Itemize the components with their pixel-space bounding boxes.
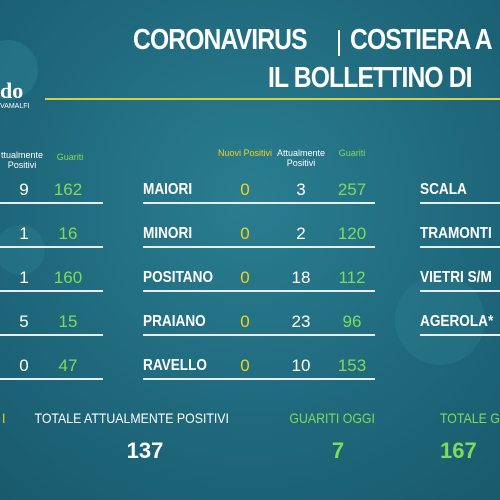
- cell: 0: [240, 356, 250, 375]
- row-line: [420, 202, 500, 204]
- cell: 120: [337, 224, 367, 243]
- total-value: 137: [126, 438, 164, 463]
- row-line: [143, 290, 375, 292]
- row-line: [0, 290, 103, 292]
- town-name: RAVELLO: [143, 357, 207, 374]
- total-label: GUARITI OGGI: [289, 410, 375, 426]
- column-header: Attualmente Positivi: [276, 148, 326, 168]
- cell: 112: [338, 268, 366, 287]
- cell: 162: [53, 180, 83, 199]
- total-label: TOTALE ATTUALMENTE POSITIVI: [34, 410, 229, 426]
- column-header: Nuovi Positivi: [217, 148, 273, 158]
- cell: 96: [342, 312, 362, 331]
- cell: 1: [19, 268, 29, 287]
- title-left: CORONAVIRUS: [133, 24, 308, 56]
- cell: 47: [58, 356, 78, 375]
- town-name: SCALA: [420, 181, 467, 198]
- row-line: [420, 290, 500, 292]
- title-divider: [338, 30, 340, 56]
- total-value: 167: [440, 438, 477, 463]
- row-line: [0, 378, 103, 380]
- cell: 3: [296, 180, 306, 199]
- cell: 2: [296, 224, 306, 243]
- logo-tagline: VAMALFI: [0, 103, 30, 110]
- column-header: ttualmente Positivi: [0, 150, 44, 170]
- town-name: MINORI: [143, 225, 193, 242]
- cell: 15: [58, 312, 78, 331]
- town-name: AGEROLA*: [420, 313, 494, 330]
- town-name: MAIORI: [143, 181, 193, 198]
- cell: 18: [291, 268, 311, 287]
- row-line: [420, 246, 500, 248]
- row-line: [420, 334, 500, 336]
- total-value: 7: [331, 438, 345, 463]
- town-name: TRAMONTI: [420, 225, 492, 242]
- column-header: Guariti: [56, 152, 84, 162]
- cell: 10: [291, 356, 311, 375]
- logo-name: do: [0, 78, 24, 103]
- row-line: [143, 378, 375, 380]
- cell: 0: [240, 180, 250, 199]
- cell: 0: [19, 356, 29, 375]
- row-line: [143, 246, 375, 248]
- town-name: POSITANO: [143, 269, 214, 286]
- row-line: [0, 202, 103, 204]
- row-line: [143, 334, 375, 336]
- title-underline: [45, 98, 500, 100]
- subtitle: IL BOLLETTINO DI: [268, 62, 473, 94]
- row-line: [0, 334, 103, 336]
- cell: 9: [19, 180, 29, 199]
- cell: 0: [240, 224, 250, 243]
- cell: 5: [19, 312, 29, 331]
- cell: 257: [337, 180, 367, 199]
- cell: 1: [19, 224, 29, 243]
- cell: 0: [240, 268, 250, 287]
- cell: 16: [58, 224, 78, 243]
- town-name: VIETRI S/M: [420, 269, 492, 286]
- row-line: [143, 202, 375, 204]
- title-right: COSTIERA A: [350, 24, 493, 56]
- total-label: TOTALE G: [440, 410, 500, 426]
- town-name: PRAIANO: [143, 313, 206, 330]
- cell: 0: [240, 312, 250, 331]
- total-label: I: [2, 410, 6, 426]
- cell: 160: [53, 268, 83, 287]
- cell: 23: [291, 312, 311, 331]
- cell: 153: [337, 356, 367, 375]
- column-header: Guariti: [338, 148, 366, 158]
- row-line: [0, 246, 103, 248]
